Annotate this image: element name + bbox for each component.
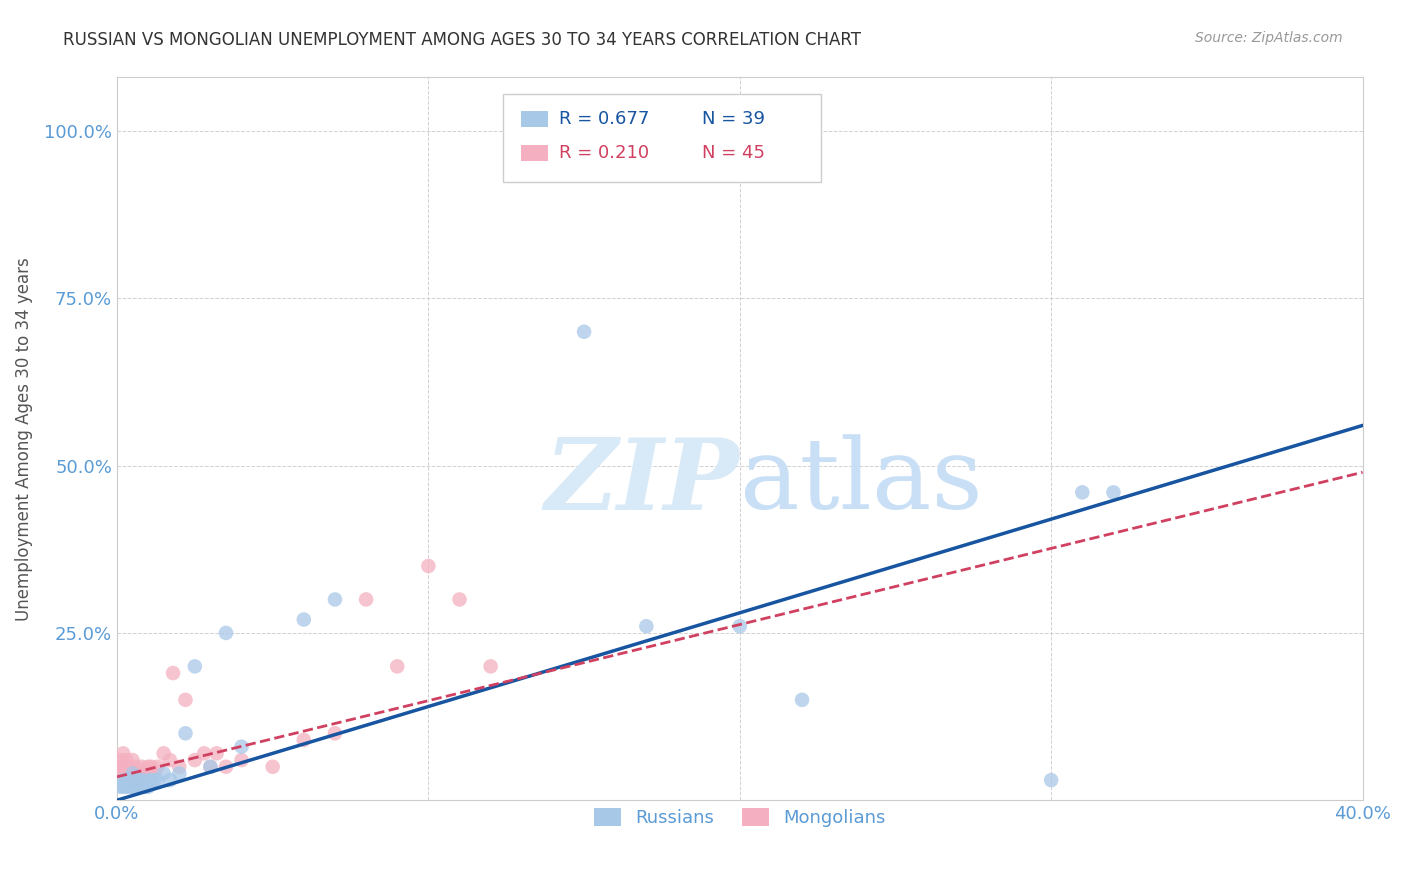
Point bbox=[128, 780, 150, 794]
Point bbox=[231, 739, 253, 754]
Point bbox=[1102, 485, 1125, 500]
Point bbox=[112, 773, 135, 788]
Point bbox=[128, 766, 150, 780]
Point bbox=[205, 747, 228, 761]
Point bbox=[121, 773, 143, 788]
Point bbox=[200, 760, 222, 774]
Point bbox=[167, 760, 190, 774]
Point bbox=[184, 753, 207, 767]
Point bbox=[162, 666, 184, 681]
Point bbox=[146, 773, 169, 788]
Point bbox=[200, 760, 222, 774]
Point bbox=[143, 766, 166, 780]
Point bbox=[115, 753, 138, 767]
Point bbox=[1040, 773, 1063, 788]
Point bbox=[108, 780, 131, 794]
Point bbox=[174, 726, 197, 740]
Point bbox=[167, 766, 190, 780]
Point bbox=[572, 325, 595, 339]
Point bbox=[354, 592, 377, 607]
Point bbox=[108, 753, 131, 767]
Point bbox=[292, 613, 315, 627]
Point bbox=[124, 760, 146, 774]
Point bbox=[146, 760, 169, 774]
Point bbox=[143, 773, 166, 788]
Point bbox=[323, 726, 346, 740]
Point bbox=[141, 773, 163, 788]
FancyBboxPatch shape bbox=[520, 112, 548, 128]
Text: R = 0.677: R = 0.677 bbox=[560, 111, 650, 128]
Point bbox=[134, 766, 156, 780]
Text: R = 0.210: R = 0.210 bbox=[560, 145, 650, 162]
Point bbox=[131, 766, 153, 780]
Point bbox=[121, 773, 143, 788]
FancyBboxPatch shape bbox=[520, 145, 548, 161]
Point bbox=[115, 760, 138, 774]
Point bbox=[121, 766, 143, 780]
Point bbox=[174, 693, 197, 707]
Point bbox=[193, 747, 215, 761]
Point bbox=[128, 773, 150, 788]
Point bbox=[131, 760, 153, 774]
Point bbox=[141, 760, 163, 774]
Point bbox=[124, 766, 146, 780]
Point bbox=[115, 773, 138, 788]
Point bbox=[387, 659, 409, 673]
Point bbox=[262, 760, 284, 774]
Point bbox=[152, 766, 174, 780]
Point bbox=[112, 747, 135, 761]
Point bbox=[124, 780, 146, 794]
Point bbox=[112, 760, 135, 774]
Point bbox=[118, 773, 141, 788]
Y-axis label: Unemployment Among Ages 30 to 34 years: Unemployment Among Ages 30 to 34 years bbox=[15, 257, 32, 621]
Point bbox=[1071, 485, 1094, 500]
Legend: Russians, Mongolians: Russians, Mongolians bbox=[586, 801, 893, 835]
Point bbox=[118, 766, 141, 780]
Point bbox=[131, 773, 153, 788]
Point bbox=[159, 753, 181, 767]
FancyBboxPatch shape bbox=[503, 94, 821, 182]
Text: RUSSIAN VS MONGOLIAN UNEMPLOYMENT AMONG AGES 30 TO 34 YEARS CORRELATION CHART: RUSSIAN VS MONGOLIAN UNEMPLOYMENT AMONG … bbox=[63, 31, 862, 49]
Point bbox=[231, 753, 253, 767]
Point bbox=[115, 780, 138, 794]
Text: Source: ZipAtlas.com: Source: ZipAtlas.com bbox=[1195, 31, 1343, 45]
Point bbox=[159, 773, 181, 788]
Text: ZIP: ZIP bbox=[544, 434, 740, 531]
Point bbox=[121, 766, 143, 780]
Point bbox=[184, 659, 207, 673]
Text: atlas: atlas bbox=[740, 434, 983, 530]
Text: N = 45: N = 45 bbox=[703, 145, 765, 162]
Point bbox=[323, 592, 346, 607]
Point bbox=[136, 773, 159, 788]
Point bbox=[728, 619, 751, 633]
Point bbox=[121, 780, 143, 794]
Point bbox=[636, 619, 658, 633]
Point bbox=[292, 733, 315, 747]
Point bbox=[108, 766, 131, 780]
Point bbox=[112, 766, 135, 780]
Point bbox=[136, 780, 159, 794]
Point bbox=[118, 780, 141, 794]
Point bbox=[124, 773, 146, 788]
Point bbox=[118, 760, 141, 774]
Point bbox=[136, 760, 159, 774]
Point bbox=[418, 559, 440, 574]
Point bbox=[115, 766, 138, 780]
Point bbox=[215, 626, 238, 640]
Point bbox=[152, 747, 174, 761]
Point bbox=[136, 766, 159, 780]
Point bbox=[134, 780, 156, 794]
Point bbox=[449, 592, 471, 607]
Text: N = 39: N = 39 bbox=[703, 111, 765, 128]
Point bbox=[131, 780, 153, 794]
Point bbox=[479, 659, 502, 673]
Point bbox=[108, 760, 131, 774]
Point bbox=[112, 780, 135, 794]
Point bbox=[128, 773, 150, 788]
Point bbox=[215, 760, 238, 774]
Point bbox=[121, 753, 143, 767]
Point bbox=[790, 693, 813, 707]
